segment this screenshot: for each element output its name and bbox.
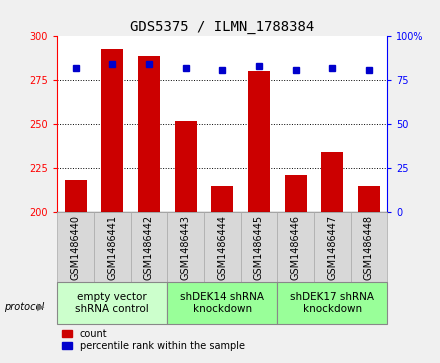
Text: GSM1486441: GSM1486441: [107, 215, 117, 280]
Text: empty vector
shRNA control: empty vector shRNA control: [75, 292, 149, 314]
Bar: [358, 185, 380, 212]
Text: GSM1486445: GSM1486445: [254, 215, 264, 280]
Text: GSM1486446: GSM1486446: [290, 215, 301, 280]
Bar: [167, 282, 277, 324]
Text: shDEK17 shRNA
knockdown: shDEK17 shRNA knockdown: [290, 292, 374, 314]
Text: GSM1486447: GSM1486447: [327, 215, 337, 280]
Bar: [351, 212, 387, 282]
Bar: [204, 212, 241, 282]
Bar: [57, 212, 94, 282]
Text: protocol: protocol: [4, 302, 44, 312]
Bar: [285, 175, 307, 212]
Bar: [321, 152, 343, 212]
Bar: [94, 212, 131, 282]
Legend: count, percentile rank within the sample: count, percentile rank within the sample: [62, 329, 245, 351]
Bar: [167, 212, 204, 282]
Bar: [138, 56, 160, 212]
Bar: [248, 72, 270, 212]
Bar: [314, 212, 351, 282]
Bar: [57, 282, 167, 324]
Text: GSM1486443: GSM1486443: [180, 215, 191, 280]
Bar: [65, 180, 87, 212]
Bar: [131, 212, 167, 282]
Text: GSM1486442: GSM1486442: [144, 215, 154, 280]
Bar: [241, 212, 277, 282]
Title: GDS5375 / ILMN_1788384: GDS5375 / ILMN_1788384: [130, 20, 314, 34]
Bar: [277, 282, 387, 324]
Text: GSM1486440: GSM1486440: [70, 215, 81, 280]
Bar: [175, 121, 197, 212]
Text: shDEK14 shRNA
knockdown: shDEK14 shRNA knockdown: [180, 292, 264, 314]
Bar: [277, 212, 314, 282]
Text: ▶: ▶: [37, 302, 45, 312]
Text: GSM1486448: GSM1486448: [364, 215, 374, 280]
Text: GSM1486444: GSM1486444: [217, 215, 227, 280]
Bar: [211, 185, 233, 212]
Bar: [101, 49, 123, 212]
